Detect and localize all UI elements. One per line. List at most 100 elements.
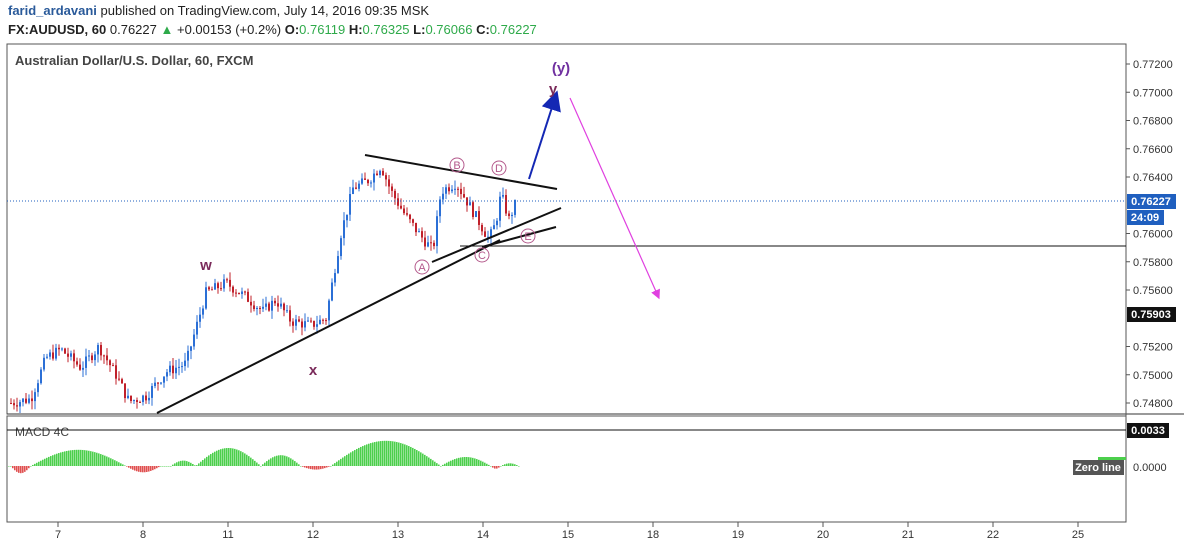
candle-body xyxy=(304,321,306,328)
candle-body xyxy=(400,205,402,209)
macd-bar xyxy=(64,451,66,466)
macd-bar xyxy=(314,466,316,470)
macd-bar xyxy=(492,466,494,468)
macd-bar xyxy=(284,455,286,466)
macd-bar xyxy=(138,466,140,472)
macd-bar xyxy=(484,462,486,466)
macd-bar xyxy=(330,466,332,467)
candle-body xyxy=(46,356,48,358)
candle-body xyxy=(79,364,81,370)
x-tick-label: 25 xyxy=(1072,529,1084,541)
triangle-inner-line[interactable] xyxy=(481,226,557,248)
candle-body xyxy=(496,220,498,226)
candle-body xyxy=(148,397,150,401)
macd-bar xyxy=(342,457,344,466)
close-value: 0.76227 xyxy=(489,22,537,37)
trendline-lower[interactable] xyxy=(156,239,501,414)
macd-bar xyxy=(412,447,414,466)
macd-bar xyxy=(410,446,412,466)
macd-bar xyxy=(358,447,360,466)
level-price-value: 0.75903 xyxy=(1131,309,1171,321)
candle-body xyxy=(457,188,459,190)
macd-bar xyxy=(402,443,404,466)
candle-body xyxy=(412,219,414,223)
symbol-label[interactable]: FX:AUDUSD, 60 xyxy=(8,22,107,37)
macd-bar xyxy=(226,448,228,466)
macd-bar xyxy=(282,455,284,466)
macd-bar xyxy=(222,448,224,466)
candle-body xyxy=(310,320,312,322)
macd-bar xyxy=(270,458,272,466)
macd-bar xyxy=(480,460,482,466)
candles xyxy=(10,168,516,413)
triangle-lower-line[interactable] xyxy=(431,207,562,263)
macd-bar xyxy=(440,466,442,467)
macd-bar xyxy=(170,466,172,467)
candle-body xyxy=(463,194,465,198)
candle-body xyxy=(397,198,399,206)
macd-bar xyxy=(422,453,424,466)
macd-bar xyxy=(96,452,98,466)
wave-circle-a: A xyxy=(414,259,430,275)
macd-bar xyxy=(326,466,328,468)
macd-zero-value: 0.0000 xyxy=(1133,462,1167,474)
candle-body xyxy=(247,291,249,302)
macd-bar xyxy=(348,453,350,466)
level-price-tag xyxy=(1127,307,1176,322)
macd-bar xyxy=(200,461,202,466)
candle-body xyxy=(127,395,129,399)
candle-body xyxy=(205,287,207,309)
wave-circle-d: D xyxy=(491,160,507,176)
projection-up-arrow[interactable] xyxy=(528,90,561,180)
projection-down-arrow[interactable] xyxy=(569,97,660,300)
macd-bar xyxy=(20,466,22,474)
macd-bar xyxy=(302,466,304,467)
macd-bar xyxy=(398,442,400,466)
macd-value: 0.0033 xyxy=(1131,425,1165,437)
macd-bar xyxy=(66,450,68,466)
low-value: 0.76066 xyxy=(425,22,473,37)
candle-body xyxy=(157,382,159,384)
candle-body xyxy=(313,320,315,327)
candle-body xyxy=(373,173,375,183)
macd-bar xyxy=(120,463,122,466)
candle-body xyxy=(415,222,417,233)
candle-body xyxy=(445,187,447,194)
macd-bar xyxy=(194,465,196,466)
macd-bar xyxy=(264,462,266,466)
candle-body xyxy=(262,306,264,309)
macd-bar xyxy=(308,466,310,469)
candle-body xyxy=(358,183,360,189)
y-tick-label: 0.76000 xyxy=(1133,229,1173,241)
macd-bar xyxy=(182,460,184,466)
macd-bar xyxy=(156,466,158,469)
macd-bar xyxy=(312,466,314,470)
macd-bar xyxy=(114,460,116,466)
candle-body xyxy=(355,187,357,189)
macd-bar xyxy=(376,441,378,466)
macd-bar xyxy=(260,466,262,467)
triangle-upper-line[interactable] xyxy=(364,154,558,190)
candle-body xyxy=(235,292,237,294)
macd-bar xyxy=(344,456,346,466)
candle-body xyxy=(172,365,174,374)
candle-body xyxy=(511,214,513,217)
current-price-value: 0.76227 xyxy=(1131,196,1171,208)
macd-bar xyxy=(196,465,198,466)
macd-bar xyxy=(54,454,56,466)
author-link[interactable]: farid_ardavani xyxy=(8,3,97,18)
macd-bar xyxy=(248,456,250,466)
macd-bar xyxy=(328,466,330,467)
macd-bar xyxy=(294,461,296,466)
y-tick-label: 0.75800 xyxy=(1133,257,1173,269)
macd-bar xyxy=(224,448,226,466)
macd-bar xyxy=(60,452,62,466)
macd-bar xyxy=(118,462,120,466)
candle-body xyxy=(490,229,492,237)
quote-line: FX:AUDUSD, 60 0.76227 ▲ +0.00153 (+0.2%)… xyxy=(8,22,537,37)
macd-bar xyxy=(172,464,174,466)
macd-bar xyxy=(510,463,512,466)
macd-bar xyxy=(268,459,270,466)
candle-body xyxy=(430,242,432,244)
